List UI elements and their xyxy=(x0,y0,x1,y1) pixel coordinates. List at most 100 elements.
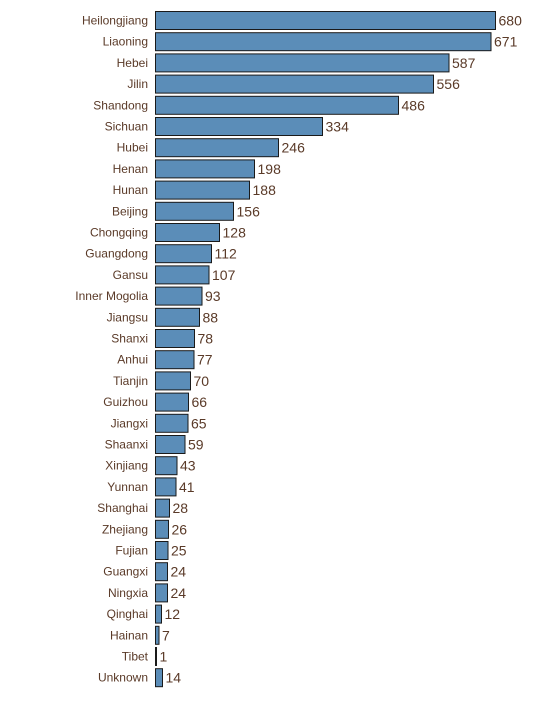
value-label: 587 xyxy=(452,55,476,71)
category-label: Zhejiang xyxy=(102,522,148,536)
category-label: Gansu xyxy=(113,268,148,282)
bar xyxy=(155,392,189,412)
value-label: 66 xyxy=(192,394,208,410)
category-label: Hunan xyxy=(113,183,148,197)
bar xyxy=(155,668,163,688)
value-label: 107 xyxy=(212,267,236,283)
value-label: 28 xyxy=(173,500,189,516)
bar xyxy=(155,11,496,30)
bar xyxy=(155,265,210,285)
category-label: Xinjiang xyxy=(105,459,148,473)
category-label: Inner Mogolia xyxy=(75,289,148,303)
bar xyxy=(155,223,220,242)
bar xyxy=(155,95,399,115)
category-label: Tibet xyxy=(122,650,149,664)
category-label: Guangdong xyxy=(85,247,148,261)
value-label: 112 xyxy=(215,246,238,262)
value-label: 70 xyxy=(194,373,210,389)
bar xyxy=(155,583,168,603)
category-label: Heilongjiang xyxy=(82,14,148,28)
category-label: Jilin xyxy=(127,77,148,91)
value-label: 680 xyxy=(499,13,523,29)
bar xyxy=(155,435,186,454)
value-label: 26 xyxy=(172,521,188,537)
category-label: Jiangsu xyxy=(107,310,148,324)
value-label: 78 xyxy=(198,331,214,347)
category-label: Ningxia xyxy=(108,586,148,600)
value-label: 41 xyxy=(179,479,195,495)
value-label: 246 xyxy=(282,140,306,156)
bar xyxy=(155,32,492,52)
value-label: 12 xyxy=(165,606,181,622)
value-label: 65 xyxy=(191,415,207,431)
value-label: 556 xyxy=(437,76,461,92)
value-label: 14 xyxy=(166,670,182,686)
category-label: Liaoning xyxy=(103,35,148,49)
bar xyxy=(155,413,189,433)
category-label: Shandong xyxy=(93,98,148,112)
category-label: Anhui xyxy=(117,353,148,367)
bar xyxy=(155,477,177,497)
value-label: 88 xyxy=(203,309,219,325)
category-label: Hubei xyxy=(117,141,148,155)
category-label: Qinghai xyxy=(107,607,148,621)
value-label: 486 xyxy=(402,97,426,113)
bar xyxy=(155,286,203,306)
bar xyxy=(155,456,178,476)
bar xyxy=(155,498,170,518)
bar xyxy=(155,117,323,136)
bar xyxy=(155,519,169,539)
value-label: 77 xyxy=(197,352,213,368)
category-label: Henan xyxy=(113,162,148,176)
category-label: Unknown xyxy=(98,671,148,685)
value-label: 59 xyxy=(188,437,204,453)
value-label: 128 xyxy=(223,225,247,241)
value-label: 156 xyxy=(237,203,261,219)
bar xyxy=(155,74,434,94)
bar xyxy=(155,180,250,200)
bar xyxy=(155,201,234,221)
bar xyxy=(155,350,195,370)
category-label: Shanghai xyxy=(97,501,148,515)
bar xyxy=(155,541,169,560)
category-label: Shaanxi xyxy=(105,438,148,452)
category-label: Tianjin xyxy=(113,374,148,388)
value-label: 7 xyxy=(162,627,170,643)
value-label: 24 xyxy=(171,564,187,580)
value-label: 188 xyxy=(253,182,277,198)
category-label: Jiangxi xyxy=(111,416,148,430)
value-labels: 6806715875564863342461981881561281121079… xyxy=(160,13,523,686)
category-labels: Heilongjiang Liaoning Hebei Jilin Shandong Si… xyxy=(75,14,148,685)
bar xyxy=(155,307,200,327)
bar xyxy=(155,159,255,179)
category-label: Hainan xyxy=(110,628,148,642)
category-label: Yunnan xyxy=(107,480,148,494)
bar xyxy=(155,562,168,582)
value-label: 93 xyxy=(205,288,221,304)
category-label: Chongqing xyxy=(90,226,148,240)
category-label: Guangxi xyxy=(103,565,148,579)
bar xyxy=(155,244,212,264)
category-label: Sichuan xyxy=(105,120,148,134)
category-label: Fujian xyxy=(115,544,148,558)
value-label: 334 xyxy=(326,119,350,135)
value-label: 671 xyxy=(494,34,518,50)
value-label: 43 xyxy=(180,458,196,474)
bar xyxy=(155,138,279,158)
category-label: Beijing xyxy=(112,204,148,218)
bar xyxy=(155,625,160,645)
bar xyxy=(155,53,450,73)
bar xyxy=(155,604,162,624)
category-label: Guizhou xyxy=(103,395,148,409)
bar xyxy=(155,647,157,666)
bar xyxy=(155,371,191,391)
bars xyxy=(155,11,496,688)
value-label: 25 xyxy=(171,543,187,559)
category-label: Shanxi xyxy=(111,332,148,346)
bar xyxy=(155,329,195,348)
category-label: Hebei xyxy=(117,56,148,70)
value-label: 198 xyxy=(258,161,282,177)
value-label: 1 xyxy=(160,649,168,665)
value-label: 24 xyxy=(171,585,187,601)
